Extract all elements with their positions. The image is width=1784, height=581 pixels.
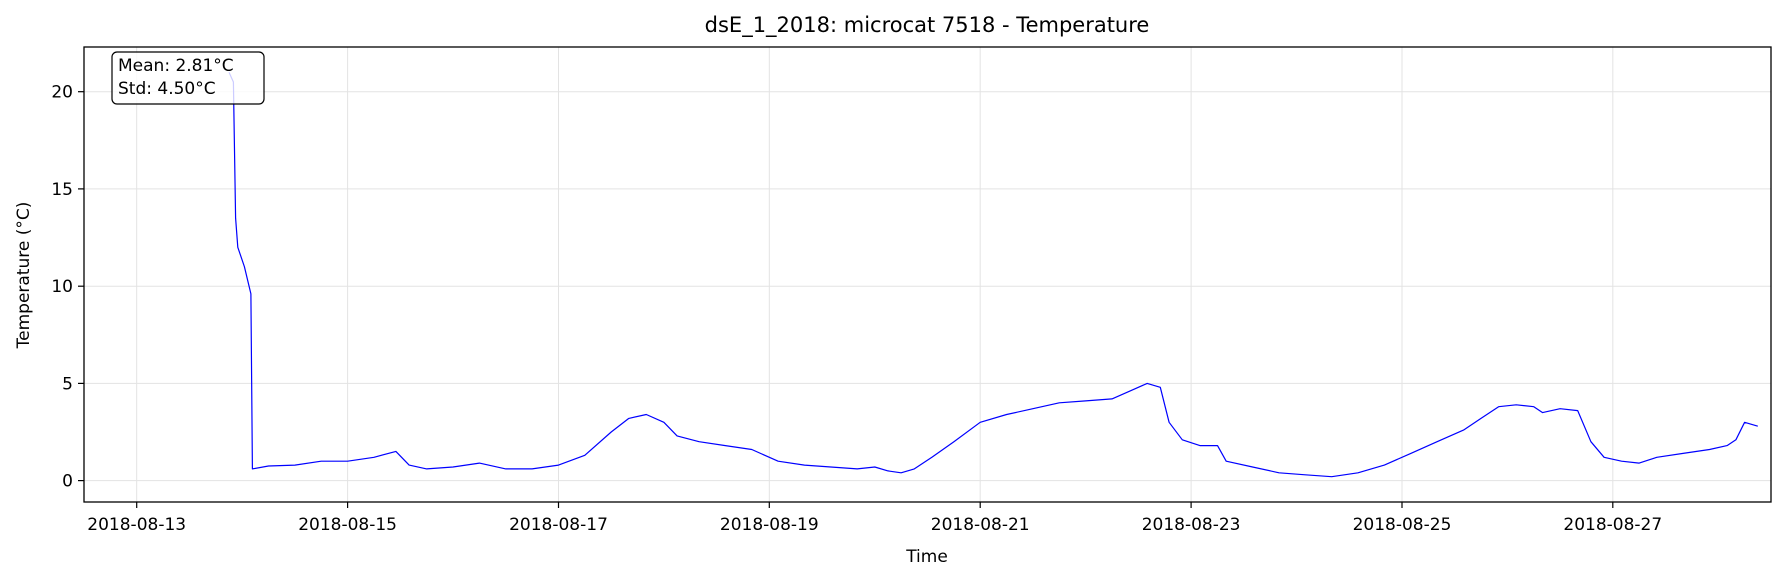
y-axis-label: Temperature (°C) [14, 202, 34, 350]
chart-title: dsE_1_2018: microcat 7518 - Temperature [705, 13, 1150, 38]
stats-std: Std: 4.50°C [118, 79, 216, 99]
stats-mean: Mean: 2.81°C [118, 56, 234, 76]
y-tick-label: 5 [62, 374, 73, 394]
y-tick-label: 20 [51, 83, 73, 103]
x-tick-label: 2018-08-27 [1563, 515, 1662, 535]
x-tick-label: 2018-08-23 [1142, 515, 1241, 535]
x-tick-label: 2018-08-13 [87, 515, 186, 535]
grid [84, 47, 1771, 502]
x-tick-label: 2018-08-17 [509, 515, 608, 535]
series-layer [228, 72, 1758, 478]
y-tick-label: 10 [51, 277, 73, 297]
stats-box-frame [111, 51, 265, 105]
y-axis-ticks: 0 5 10 15 20 [51, 83, 84, 492]
x-tick-label: 2018-08-25 [1353, 515, 1452, 535]
temperature-series-line [228, 72, 1758, 478]
y-tick-label: 0 [62, 472, 73, 492]
x-axis-label: Time [905, 547, 948, 567]
plot-area-frame [83, 46, 1772, 503]
x-tick-label: 2018-08-15 [298, 515, 397, 535]
y-tick-label: 15 [51, 180, 73, 200]
stats-box: Mean: 2.81°C Std: 4.50°C [111, 51, 265, 105]
x-axis-ticks: 2018-08-13 2018-08-15 2018-08-17 2018-08-19… [87, 502, 1662, 535]
x-tick-label: 2018-08-19 [720, 515, 819, 535]
x-tick-label: 2018-08-21 [931, 515, 1030, 535]
